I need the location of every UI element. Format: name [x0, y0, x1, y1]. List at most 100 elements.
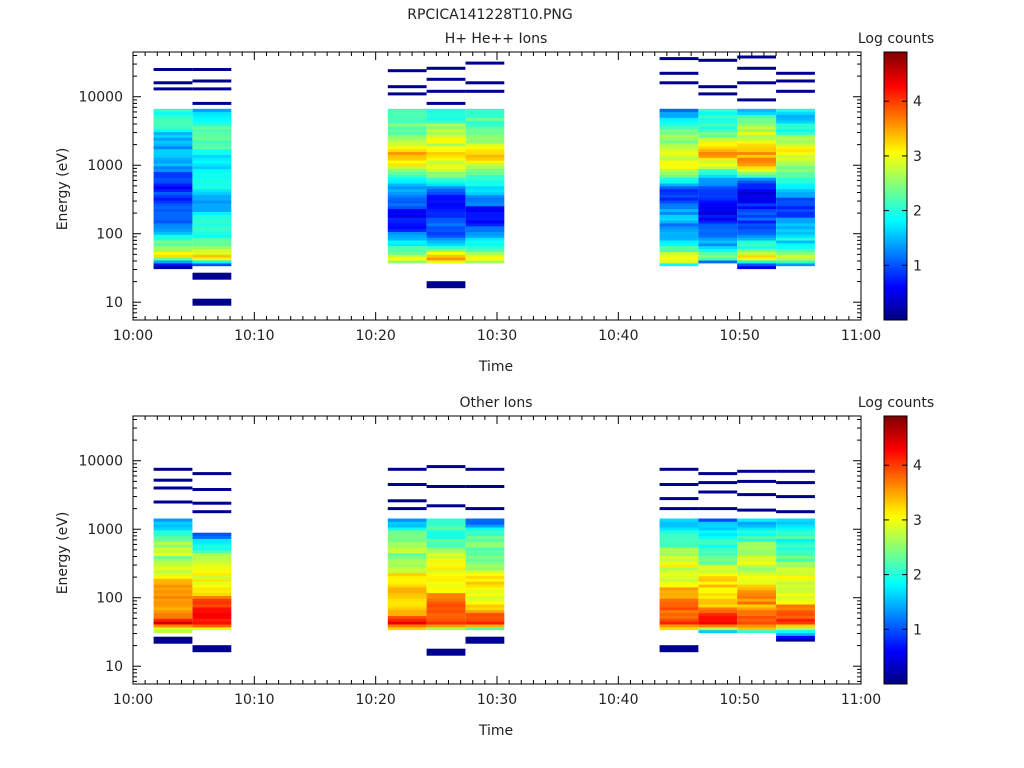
- heatmap-cell: [426, 529, 466, 534]
- heatmap-cell: [465, 621, 505, 625]
- colorbar-swatch: [884, 165, 907, 169]
- colorbar-swatch: [884, 290, 907, 294]
- heatmap-cell: [426, 128, 466, 133]
- colorbar-swatch: [884, 654, 907, 658]
- colorbar-swatch: [884, 114, 907, 118]
- colorbar-swatch: [884, 460, 907, 464]
- colorbar-swatch: [884, 572, 907, 576]
- heatmap-cell: [387, 217, 427, 221]
- heatmap-cell: [192, 564, 232, 568]
- heatmap-cell: [387, 567, 427, 571]
- heatmap-cell: [192, 569, 232, 574]
- colorbar-swatch: [884, 275, 907, 279]
- heatmap-cell: [426, 125, 466, 130]
- heatmap-cell: [698, 188, 738, 192]
- heatmap-cell: [153, 120, 193, 124]
- heatmap-cell: [387, 618, 427, 622]
- colorbar-swatch: [884, 543, 907, 547]
- heatmap-cell: [659, 547, 699, 551]
- heatmap-cell: [659, 148, 699, 153]
- heatmap-cell: [192, 134, 232, 138]
- heatmap-cell: [659, 151, 699, 155]
- colorbar-swatch: [884, 141, 907, 145]
- colorbar-swatch: [884, 105, 907, 109]
- heatmap-cell: [465, 549, 505, 554]
- time-bin-column: [659, 467, 699, 653]
- heatmap-cell: [737, 555, 776, 559]
- heatmap-cell: [659, 555, 699, 559]
- heatmap-cell: [776, 254, 815, 258]
- sparse-count-bar: [737, 55, 776, 59]
- colorbar-swatch: [884, 420, 907, 424]
- colorbar-swatch: [884, 313, 907, 317]
- heatmap-cell: [698, 572, 738, 576]
- heatmap-cell: [698, 165, 738, 170]
- colorbar-label: Log counts: [858, 395, 934, 411]
- heatmap-cell: [387, 595, 427, 599]
- colorbar-swatch: [884, 491, 907, 495]
- colorbar-swatch: [884, 585, 907, 589]
- heatmap-cell: [465, 538, 505, 542]
- colorbar-swatch: [884, 536, 907, 540]
- colorbar-swatch: [884, 462, 907, 466]
- heatmap-cell: [153, 145, 193, 150]
- heatmap-cell: [387, 128, 427, 133]
- heatmap-cell: [659, 527, 699, 531]
- heatmap-cell: [659, 529, 699, 534]
- colorbar-swatch: [884, 650, 907, 654]
- heatmap-cell: [698, 145, 738, 150]
- heatmap-cell: [465, 137, 505, 141]
- heatmap-cell: [153, 626, 193, 631]
- sparse-count-bar: [465, 89, 505, 93]
- heatmap-cell: [698, 148, 738, 153]
- x-tick-label: 11:00: [841, 692, 881, 708]
- heatmap-cell: [387, 188, 427, 192]
- colorbar-swatch: [884, 659, 907, 663]
- heatmap-cell: [192, 618, 232, 622]
- heatmap-cell: [659, 260, 699, 264]
- heatmap-cell: [465, 131, 505, 135]
- heatmap-cell: [192, 117, 232, 121]
- heatmap-cell: [737, 168, 776, 172]
- heatmap-cell: [153, 604, 193, 608]
- time-bin-column: [737, 469, 776, 634]
- heatmap-cell: [737, 564, 776, 568]
- heatmap-cell: [698, 618, 738, 622]
- heatmap-cell: [426, 541, 466, 545]
- x-tick-label: 10:10: [234, 328, 274, 344]
- heatmap-cell: [698, 180, 738, 184]
- colorbar-tick-label: 2: [913, 568, 922, 584]
- colorbar-label: Log counts: [858, 31, 934, 47]
- heatmap-cell: [737, 185, 776, 190]
- colorbar-swatch: [884, 306, 907, 310]
- heatmap-cell: [465, 197, 505, 201]
- heatmap-cell: [192, 240, 232, 244]
- heatmap-cell: [698, 521, 738, 525]
- heatmap-cell: [776, 527, 815, 531]
- heatmap-cell: [659, 254, 699, 258]
- colorbar-swatch: [884, 623, 907, 627]
- heatmap-cell: [387, 524, 427, 528]
- heatmap-cell: [426, 205, 466, 210]
- colorbar-swatch: [884, 672, 907, 676]
- heatmap-cell: [698, 137, 738, 141]
- heatmap-cell: [192, 188, 232, 192]
- heatmap-cell: [153, 538, 193, 542]
- heatmap-cell: [659, 177, 699, 181]
- heatmap-cell: [426, 240, 466, 244]
- colorbar-swatch: [884, 253, 907, 256]
- heatmap-cell: [387, 114, 427, 118]
- sparse-count-bar: [465, 81, 505, 85]
- heatmap-cell: [659, 185, 699, 190]
- heatmap-cell: [737, 612, 776, 616]
- heatmap-cell: [153, 601, 193, 605]
- heatmap-cell: [465, 220, 505, 224]
- heatmap-cell: [737, 518, 776, 522]
- heatmap-cell: [737, 552, 776, 556]
- heatmap-cell: [659, 114, 699, 118]
- heatmap-cell: [153, 265, 193, 270]
- heatmap-cell: [426, 171, 466, 175]
- heatmap-cell: [776, 120, 815, 124]
- colorbar-swatch: [884, 583, 907, 587]
- colorbar-swatch: [884, 677, 907, 681]
